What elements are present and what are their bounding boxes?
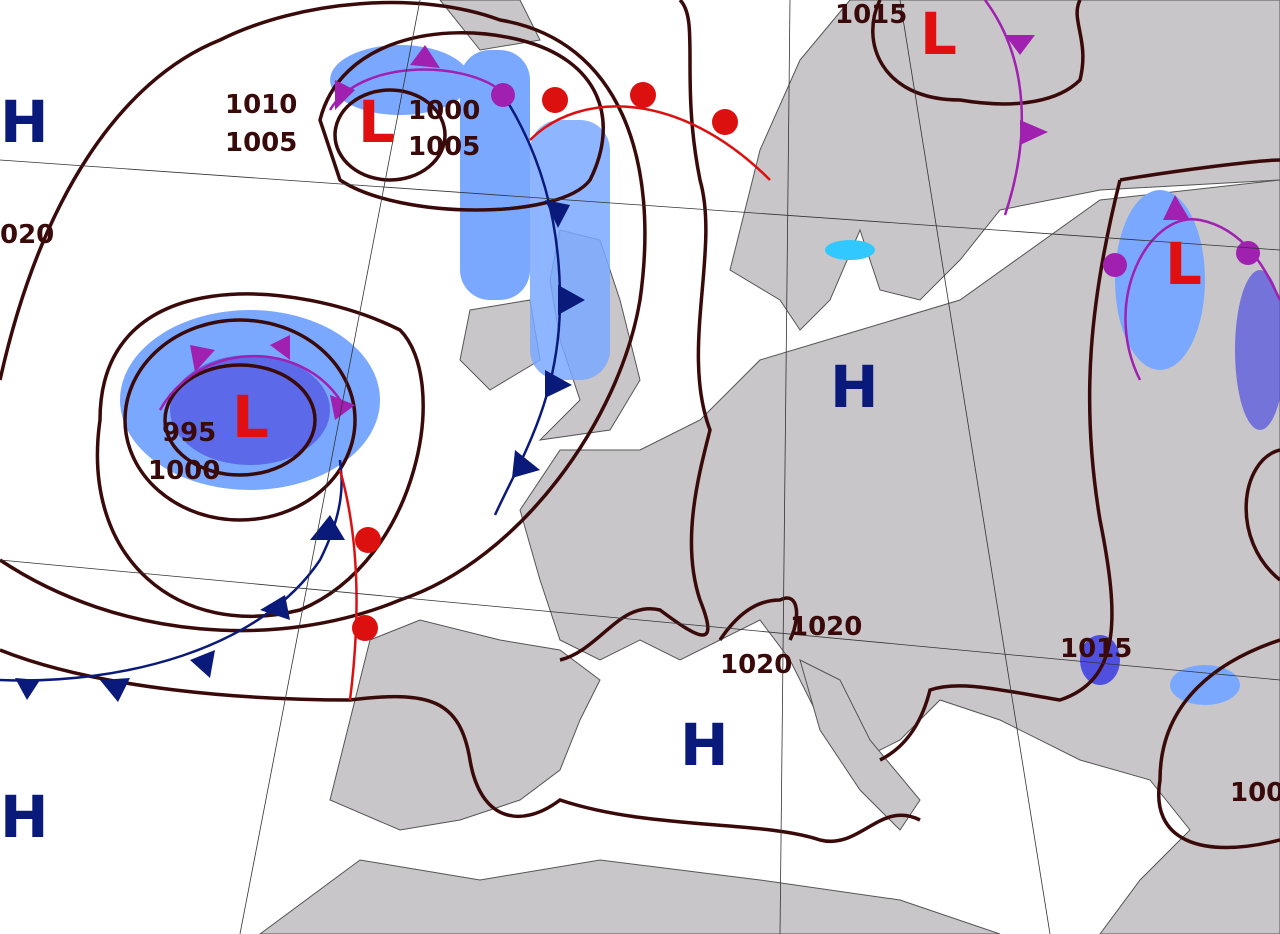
high-pressure-center: H (830, 353, 879, 421)
north-africa (259, 859, 1001, 934)
warm-front-semicircle (355, 527, 381, 553)
isobar (123, 318, 357, 522)
isobar (879, 179, 1122, 762)
occluded-front-triangle (1163, 195, 1190, 220)
precip-area (825, 240, 875, 260)
precip-area (1115, 190, 1205, 370)
isobar-label: 1005 (408, 132, 481, 162)
warm-front-semicircle (712, 109, 738, 135)
occluded-front-semicircle (1103, 253, 1127, 277)
isobar-label: 020 (0, 220, 55, 250)
front-symbols (15, 35, 1260, 702)
occluded-front-semicircle (491, 83, 515, 107)
low-pressure-center: L (920, 0, 957, 68)
warm-front-semicircle (542, 87, 568, 113)
isobar (318, 31, 605, 212)
isobar (0, 0, 647, 633)
high-pressure-center: H (0, 88, 49, 156)
warm-front (338, 469, 358, 701)
ireland (459, 299, 541, 391)
cold-front-triangle (558, 285, 585, 315)
occluded-front-triangle (190, 345, 215, 372)
isobar (333, 88, 447, 182)
high-pressure-center: H (0, 783, 49, 851)
occluded-front-triangle (270, 335, 290, 360)
occluded-front (983, 0, 1024, 216)
isobar (718, 596, 799, 641)
isobar-label: 100 (1230, 778, 1280, 808)
occluded-front (158, 355, 342, 411)
precip-area (1235, 270, 1280, 430)
isobar (95, 292, 425, 618)
meridian (0, 159, 1280, 251)
isobar (871, 0, 1085, 106)
isobar (559, 0, 712, 662)
isobar-label: 1015 (1060, 634, 1133, 664)
isobar-label: 1005 (225, 128, 298, 158)
iberia (329, 619, 601, 831)
cold-front-triangle (100, 678, 130, 702)
cold-front-triangle (190, 650, 215, 678)
isobar (163, 363, 317, 477)
cold-front-triangle (15, 678, 40, 700)
occluded-front-triangle (1005, 35, 1035, 55)
low-pressure-center: L (1165, 230, 1202, 298)
isobar (0, 648, 921, 844)
cold-front-triangle (260, 595, 290, 620)
isobar-label: 1015 (835, 0, 908, 30)
isobar (1244, 448, 1280, 582)
isobars (0, 0, 1280, 850)
meridian (0, 559, 1280, 681)
isobar-label: 1020 (720, 650, 793, 680)
fronts (0, 0, 1280, 701)
occluded-front-triangle (1020, 120, 1048, 145)
meridian (899, 0, 1051, 934)
warm-front (529, 105, 771, 181)
isobar-label: 995 (162, 418, 217, 448)
meridian (779, 0, 791, 934)
isobar-label: 1000 (408, 96, 481, 126)
warm-front-semicircle (630, 82, 656, 108)
occluded-front-triangle (410, 45, 440, 68)
isobar (1119, 158, 1280, 182)
meridian (239, 0, 421, 934)
warm-front-semicircle (352, 615, 378, 641)
occluded-front-semicircle (1236, 241, 1260, 265)
cold-front-triangle (512, 450, 540, 478)
low-pressure-center: L (358, 88, 395, 156)
isobar-label: 1010 (225, 90, 298, 120)
isobar-label: 1020 (790, 612, 863, 642)
cold-front-triangle (545, 370, 572, 398)
occluded-front-triangle (330, 395, 355, 420)
occluded-front (1124, 218, 1280, 381)
cold-front-triangle (545, 200, 570, 228)
isobar-label: 1000 (148, 456, 221, 486)
high-pressure-center: H (680, 711, 729, 779)
low-pressure-center: L (232, 383, 269, 451)
cold-front (0, 459, 343, 682)
precip-area (530, 120, 610, 380)
cold-front-triangle (310, 515, 345, 540)
precip-area (170, 355, 330, 465)
occluded-front-triangle (335, 80, 355, 110)
precipitation (120, 45, 1280, 705)
isobar (1157, 638, 1280, 850)
